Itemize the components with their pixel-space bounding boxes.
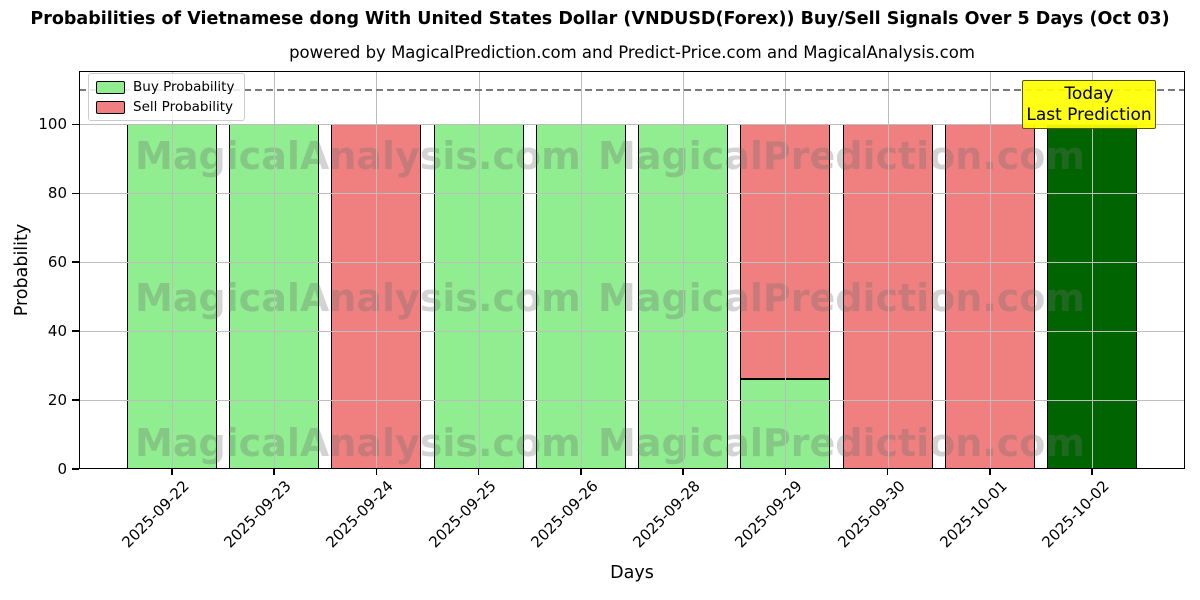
watermark-text: MagicalPrediction.com bbox=[598, 134, 1086, 178]
vertical-gridline bbox=[478, 71, 480, 469]
horizontal-gridline bbox=[79, 124, 1185, 126]
x-tick-label: 2025-09-25 bbox=[425, 477, 500, 552]
watermark-text: MagicalPrediction.com bbox=[598, 421, 1086, 465]
x-tick-mark bbox=[477, 469, 480, 475]
vertical-gridline bbox=[989, 71, 991, 469]
x-tick-label: 2025-09-23 bbox=[220, 477, 295, 552]
y-tick-mark bbox=[72, 192, 79, 195]
legend: Buy Probability Sell Probability bbox=[88, 73, 246, 121]
vertical-gridline bbox=[1092, 71, 1093, 469]
y-tick-label: 60 bbox=[47, 252, 67, 271]
legend-entry: Buy Probability bbox=[96, 79, 234, 95]
x-tick-label: 2025-09-28 bbox=[629, 477, 704, 552]
threshold-dashed-line bbox=[79, 89, 1185, 91]
legend-swatch-icon bbox=[96, 80, 125, 94]
y-tick-mark bbox=[72, 468, 79, 470]
x-tick-mark bbox=[580, 469, 582, 475]
y-tick-label: 0 bbox=[57, 459, 67, 478]
x-tick-label: 2025-09-26 bbox=[527, 477, 602, 552]
vertical-gridline bbox=[376, 71, 378, 469]
horizontal-gridline bbox=[79, 193, 1185, 195]
x-tick-mark bbox=[1091, 469, 1093, 475]
chart-title: Probabilities of Vietnamese dong With Un… bbox=[30, 9, 1170, 29]
y-axis-label: Probability bbox=[12, 223, 32, 317]
x-tick-mark bbox=[784, 469, 787, 475]
x-tick-mark bbox=[171, 469, 173, 475]
y-tick-mark bbox=[72, 123, 79, 126]
x-tick-label: 2025-09-29 bbox=[731, 477, 807, 552]
x-tick-mark bbox=[886, 469, 889, 475]
plot-area bbox=[79, 71, 1185, 469]
legend-label: Buy Probability bbox=[133, 79, 235, 95]
vertical-gridline bbox=[887, 71, 889, 469]
vertical-gridline bbox=[274, 71, 276, 469]
x-tick-mark bbox=[682, 469, 684, 475]
y-tick-label: 20 bbox=[47, 390, 67, 409]
y-tick-mark bbox=[72, 399, 79, 401]
x-axis-label: Days bbox=[610, 563, 654, 583]
x-tick-mark bbox=[375, 469, 378, 475]
watermark-text: MagicalAnalysis.com bbox=[135, 421, 581, 465]
x-tick-mark bbox=[988, 469, 991, 475]
vertical-gridline bbox=[580, 71, 582, 469]
legend-entry: Sell Probability bbox=[96, 99, 234, 115]
y-tick-mark bbox=[72, 330, 79, 332]
vertical-gridline bbox=[683, 71, 685, 469]
x-tick-label: 2025-09-24 bbox=[322, 477, 398, 552]
y-tick-label: 80 bbox=[47, 183, 67, 202]
vertical-gridline bbox=[172, 71, 173, 469]
horizontal-gridline bbox=[79, 262, 1185, 264]
watermark-text: MagicalAnalysis.com bbox=[135, 134, 581, 178]
vertical-gridline bbox=[785, 71, 787, 469]
horizontal-gridline bbox=[79, 331, 1185, 333]
chart-subtitle: powered by MagicalPrediction.com and Pre… bbox=[289, 43, 975, 62]
x-tick-mark bbox=[273, 469, 276, 475]
legend-label: Sell Probability bbox=[133, 99, 234, 115]
y-tick-label: 40 bbox=[47, 321, 67, 340]
x-tick-label: 2025-09-30 bbox=[833, 477, 909, 552]
horizontal-gridline bbox=[79, 400, 1185, 402]
today-annotation: Today Last Prediction bbox=[1022, 80, 1156, 129]
x-tick-label: 2025-10-01 bbox=[936, 477, 1011, 552]
x-tick-label: 2025-10-02 bbox=[1038, 477, 1113, 552]
watermark-text: MagicalAnalysis.com bbox=[135, 276, 581, 320]
today-annotation-line: Today bbox=[1064, 83, 1114, 104]
watermark-text: MagicalPrediction.com bbox=[598, 276, 1086, 320]
today-annotation-line: Last Prediction bbox=[1026, 104, 1152, 125]
y-tick-label: 100 bbox=[38, 114, 67, 133]
x-tick-label: 2025-09-22 bbox=[118, 477, 193, 552]
legend-swatch-icon bbox=[96, 100, 125, 114]
y-tick-mark bbox=[72, 261, 79, 264]
